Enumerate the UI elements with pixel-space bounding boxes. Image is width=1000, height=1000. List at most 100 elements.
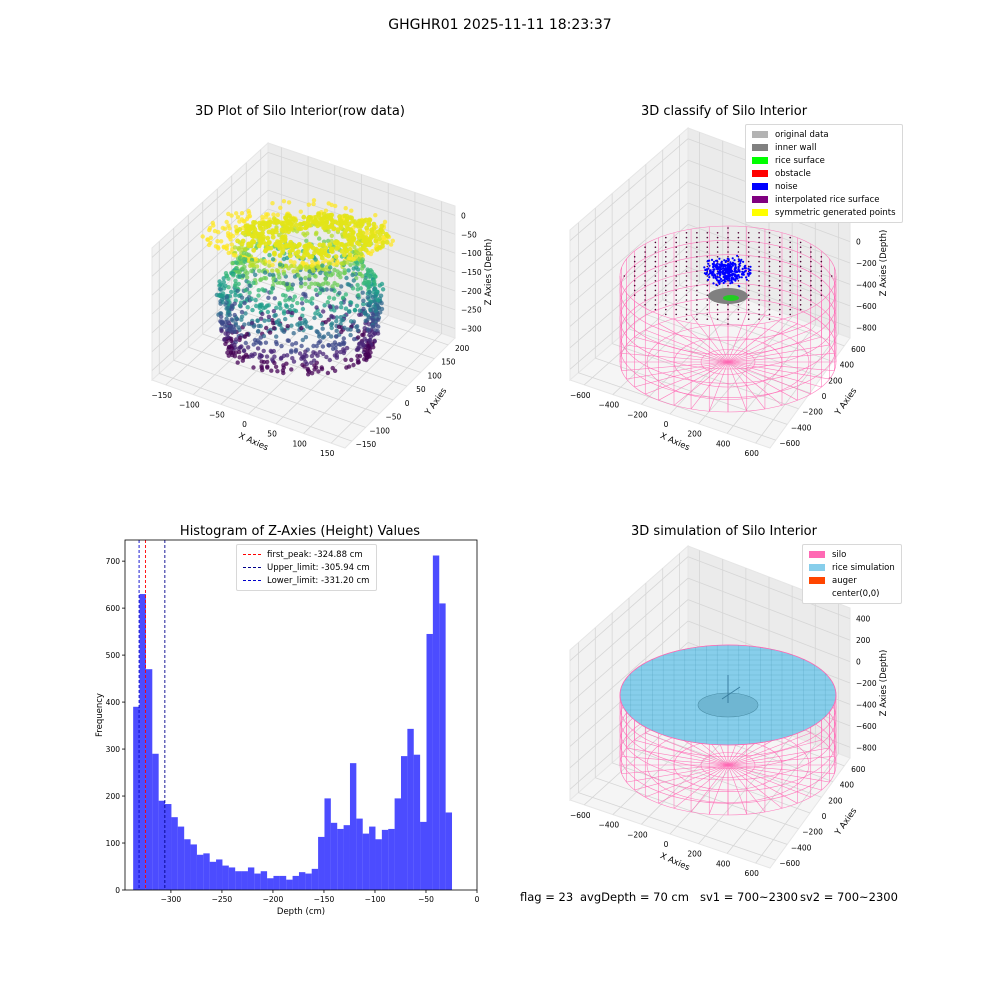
p2-noise-point: [707, 262, 710, 265]
p2-interp-point: [706, 265, 709, 268]
p2-interp-point: [737, 246, 740, 248]
p2-noise-point: [712, 268, 715, 271]
p1-point: [344, 275, 349, 281]
p1-point: [312, 315, 317, 321]
p1-point: [241, 256, 246, 262]
p2-interp-point: [633, 275, 636, 277]
p2-interp-point: [665, 275, 667, 277]
p1-xtick: 50: [267, 430, 277, 439]
p2-noise-point: [745, 276, 748, 279]
p2-interp-point: [747, 308, 750, 311]
legend-swatch: [809, 564, 825, 571]
p2-interp-point: [654, 289, 657, 292]
p2-interp-point: [820, 265, 823, 268]
p2-interp-point: [747, 255, 750, 258]
p1-point: [275, 369, 280, 374]
p2-interp-point: [758, 236, 760, 239]
histogram-bar: [356, 818, 363, 890]
p2-interp-point: [737, 280, 740, 282]
p1-point: [360, 263, 365, 268]
p2-xtick: −200: [627, 410, 648, 419]
p2-noise-point: [705, 268, 708, 271]
p1-point: [229, 303, 235, 308]
p1-point-top: [300, 255, 305, 261]
p1-point: [309, 325, 314, 330]
p1-point: [274, 334, 279, 339]
p2-interp-point: [789, 246, 791, 248]
p1-point: [232, 283, 238, 288]
p2-interp-point: [758, 270, 760, 273]
p2-interp-point: [675, 280, 677, 282]
p1-point-top: [347, 252, 353, 258]
histogram-bar: [184, 839, 191, 890]
p2-interp-point: [685, 232, 688, 234]
p1-point: [372, 331, 378, 336]
p1-point: [310, 259, 315, 264]
p1-point: [343, 292, 349, 297]
histogram-bar: [362, 833, 370, 890]
histogram-bar: [247, 867, 255, 890]
p1-point: [375, 302, 380, 307]
histogram-bar: [267, 878, 274, 890]
p1-point: [264, 212, 269, 217]
p2-interp-point: [665, 255, 667, 258]
p2-interp-point: [665, 265, 667, 268]
p1-point-top: [342, 245, 348, 251]
p1-point-top: [333, 254, 339, 260]
p1-point-top: [261, 239, 266, 245]
p2-noise-point: [718, 269, 721, 273]
p1-point: [327, 295, 332, 300]
p2-interp-point: [685, 289, 688, 292]
p1-point: [299, 284, 304, 289]
histogram-xtick: −200: [263, 895, 284, 904]
p2-interp-point: [779, 289, 781, 292]
p1-ytick: −150: [356, 440, 377, 449]
p2-interp-point: [727, 308, 729, 311]
p1-point: [333, 203, 338, 209]
p1-point: [388, 242, 394, 247]
legend-line: [243, 580, 261, 581]
p1-point: [218, 287, 223, 292]
p1-point: [309, 263, 315, 268]
p2-interp-point: [644, 280, 646, 282]
p1-point: [362, 336, 367, 341]
p1-point: [332, 267, 337, 273]
p1-grid-x: [165, 279, 282, 386]
p1-point-top: [377, 236, 382, 242]
p1-point: [341, 347, 346, 352]
p2-interp-point: [789, 280, 791, 282]
p2-grid-z: [569, 181, 689, 284]
p2-interp-point: [768, 251, 771, 253]
p2-interp-point: [696, 232, 698, 234]
p1-point-top: [342, 252, 347, 258]
p2-interp-point: [758, 251, 760, 253]
p1-grid-y: [159, 373, 353, 442]
p1-point: [309, 301, 315, 306]
p2-interp-point: [810, 251, 812, 253]
p2-interp-point: [768, 236, 771, 239]
p1-point: [226, 347, 231, 352]
p2-interp-point: [675, 313, 677, 316]
p2-noise-point: [733, 273, 736, 276]
p1-point: [238, 335, 243, 340]
panel2-title: 3D classify of Silo Interior: [640, 104, 808, 119]
p1-point: [303, 281, 308, 287]
legend-label: first_peak: -324.88 cm: [267, 549, 363, 560]
p2-interp-point: [779, 275, 781, 277]
p1-point: [218, 319, 223, 324]
p1-point: [329, 313, 334, 319]
p2-interp-point: [633, 255, 636, 258]
histogram-bar: [420, 821, 427, 890]
p1-point-top: [339, 249, 345, 254]
p2-grid-z: [687, 224, 851, 285]
p2-grid-y: [645, 314, 822, 378]
p2-noise-point: [740, 276, 743, 279]
p1-point-top: [309, 254, 315, 259]
p1-point: [339, 329, 344, 335]
p1-point: [313, 351, 318, 356]
p1-point-top: [380, 240, 386, 246]
p2-noise-point: [749, 272, 752, 275]
p2-interp-point: [633, 284, 636, 287]
p1-point: [271, 326, 277, 331]
p1-point: [236, 325, 241, 330]
